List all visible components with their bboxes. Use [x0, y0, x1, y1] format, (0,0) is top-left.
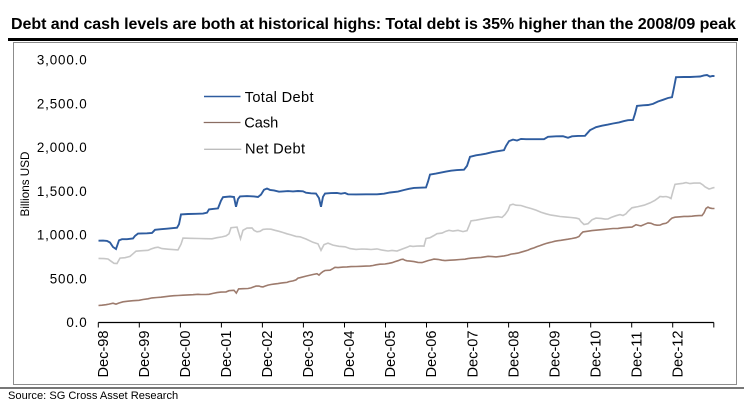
- svg-text:Dec-08: Dec-08: [506, 330, 522, 377]
- svg-text:Dec-00: Dec-00: [178, 330, 194, 377]
- svg-text:Dec-98: Dec-98: [96, 330, 112, 377]
- svg-text:Dec-01: Dec-01: [219, 330, 235, 377]
- svg-text:1,500.0: 1,500.0: [37, 184, 88, 199]
- svg-text:Net Debt: Net Debt: [245, 141, 305, 157]
- svg-text:Dec-99: Dec-99: [137, 330, 153, 377]
- svg-text:Cash: Cash: [244, 116, 278, 132]
- svg-text:Dec-04: Dec-04: [342, 330, 358, 377]
- svg-text:2,000.0: 2,000.0: [37, 140, 88, 155]
- svg-text:2,500.0: 2,500.0: [37, 97, 88, 112]
- svg-text:Dec-07: Dec-07: [465, 330, 481, 377]
- svg-text:Dec-06: Dec-06: [424, 330, 440, 377]
- svg-text:0.0: 0.0: [66, 315, 87, 330]
- svg-text:1,000.0: 1,000.0: [37, 228, 88, 243]
- svg-text:Dec-03: Dec-03: [301, 330, 317, 377]
- svg-text:Dec-10: Dec-10: [588, 330, 604, 377]
- svg-text:3,000.0: 3,000.0: [37, 53, 88, 68]
- svg-text:Dec-05: Dec-05: [383, 330, 399, 377]
- svg-text:Dec-11: Dec-11: [629, 332, 645, 378]
- svg-text:Dec-12: Dec-12: [670, 330, 686, 377]
- svg-text:Dec-09: Dec-09: [547, 330, 563, 377]
- svg-text:Dec-02: Dec-02: [260, 330, 276, 377]
- svg-text:Billions USD: Billions USD: [19, 152, 32, 217]
- svg-text:Total Debt: Total Debt: [245, 90, 314, 106]
- svg-text:500.0: 500.0: [50, 271, 88, 286]
